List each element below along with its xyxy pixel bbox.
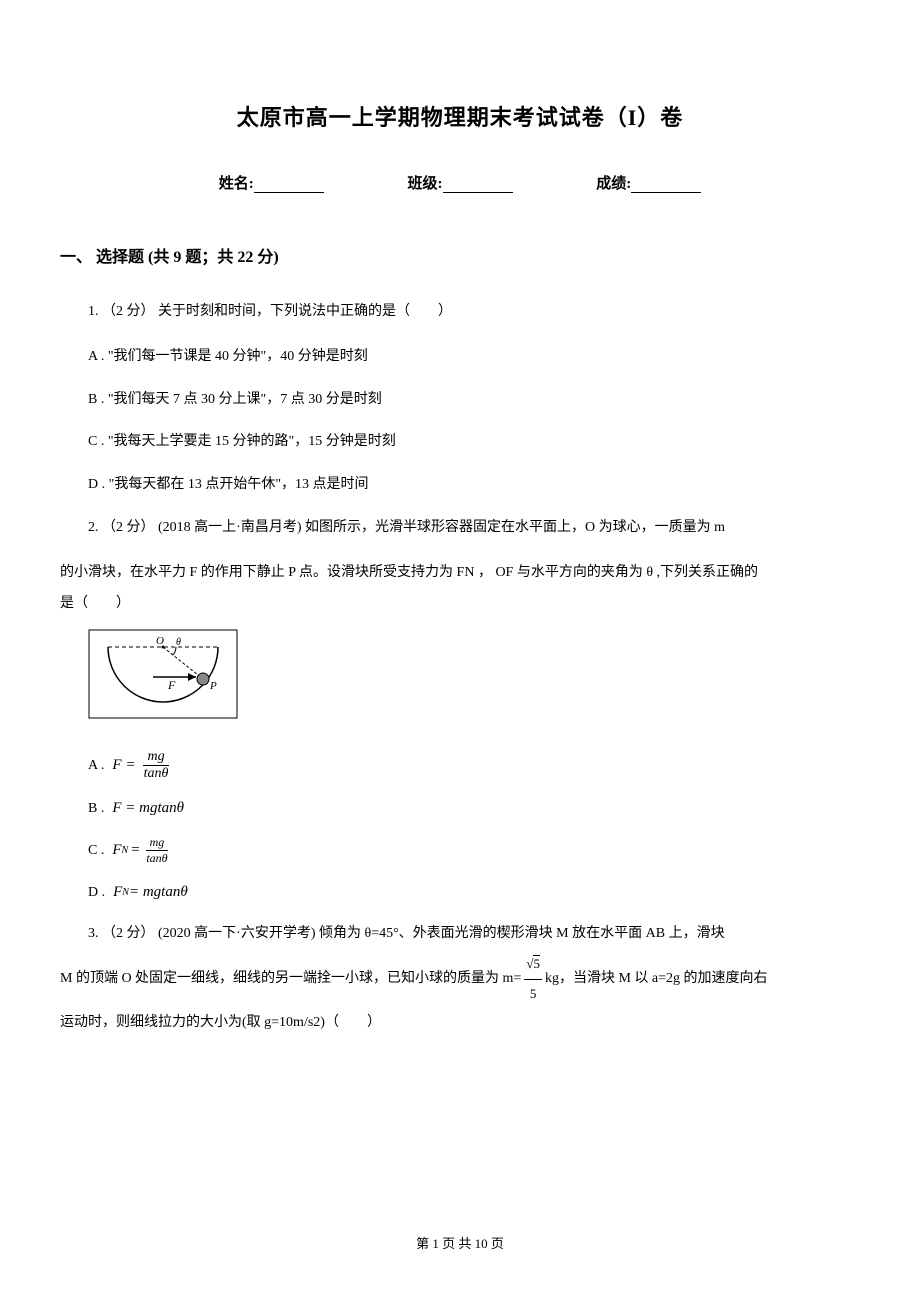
q2-opt-c-label: C . (88, 843, 104, 859)
name-field: 姓名: (219, 172, 324, 193)
name-label: 姓名: (219, 176, 254, 192)
q2-opt-d-fn: F (113, 884, 122, 901)
q3-stem2-part2: kg，当滑块 M 以 a=2g 的加速度向右 (545, 964, 768, 995)
class-blank (443, 177, 513, 193)
name-blank (254, 177, 324, 193)
svg-text:F: F (167, 678, 176, 692)
q2-option-a: A . F = mg tanθ (88, 749, 860, 782)
exam-title: 太原市高一上学期物理期末考试试卷（I）卷 (60, 100, 860, 132)
q3-stem2-part1: M 的顶端 O 处固定一细线，细线的另一端拴一小球，已知小球的质量为 m= (60, 964, 521, 995)
svg-text:θ: θ (176, 637, 181, 648)
q2-option-b: B . F = mgtanθ (88, 800, 860, 817)
q2-opt-a-f: F (112, 757, 121, 774)
q1-stem: 1. （2 分） 关于时刻和时间，下列说法中正确的是（ ） (60, 297, 860, 328)
class-label: 班级: (408, 176, 443, 192)
class-field: 班级: (408, 172, 513, 193)
q3-stem-line1: 3. （2 分） (2020 高一下·六安开学考) 倾角为 θ=45°、外表面光… (60, 919, 860, 950)
q2-opt-c-fn: F (112, 842, 121, 859)
q2-opt-a-label: A . (88, 758, 104, 774)
svg-text:P: P (209, 680, 217, 692)
q2-stem-line2: 的小滑块，在水平力 F 的作用下静止 P 点。设滑块所受支持力为 FN ， OF… (60, 558, 860, 589)
q3-stem-line2: M 的顶端 O 处固定一细线，细线的另一端拴一小球，已知小球的质量为 m= √5… (60, 950, 860, 1008)
q3-mass-num: √5 (524, 950, 542, 980)
q2-option-d: D . FN = mgtanθ (88, 884, 860, 901)
q2-opt-a-den: tanθ (140, 766, 173, 782)
q2-option-c: C . FN = mg tanθ (88, 835, 860, 866)
q2-stem-line1: 2. （2 分） (2018 高一上·南昌月考) 如图所示，光滑半球形容器固定在… (60, 513, 860, 544)
q2-stem-line3: 是（ ） (60, 589, 860, 620)
info-row: 姓名: 班级: 成绩: (60, 172, 860, 193)
q3-mass-fraction: √5 5 (524, 950, 542, 1008)
score-label: 成绩: (596, 176, 631, 192)
score-field: 成绩: (596, 172, 701, 193)
q2-opt-b-formula: F = mgtanθ (112, 800, 184, 817)
q3-mass-den: 5 (528, 980, 539, 1009)
q2-opt-d-n: N (122, 887, 129, 898)
q2-opt-c-eq: = (130, 842, 140, 859)
q1-option-c: C . "我每天上学要走 15 分钟的路"，15 分钟是时刻 (60, 427, 860, 458)
q2-opt-d-rest: = mgtanθ (129, 884, 188, 901)
q2-opt-a-fraction: mg tanθ (140, 749, 173, 782)
q2-opt-c-num: mg (146, 835, 169, 851)
q1-option-a: A . "我们每一节课是 40 分钟"，40 分钟是时刻 (60, 342, 860, 373)
q2-opt-c-fraction: mg tanθ (142, 835, 171, 866)
svg-text:O: O (156, 635, 164, 647)
page-footer: 第 1 页 共 10 页 (0, 1233, 920, 1252)
hemisphere-diagram: O θ F P (88, 629, 238, 719)
q1-option-d: D . "我每天都在 13 点开始午休"，13 点是时间 (60, 470, 860, 501)
section-1-header: 一、 选择题 (共 9 题；共 22 分) (60, 243, 860, 267)
q2-opt-c-n: N (122, 845, 129, 856)
q2-opt-c-den: tanθ (142, 851, 171, 866)
q3-stem-line3: 运动时，则细线拉力的大小为(取 g=10m/s2)（ ） (60, 1008, 860, 1039)
q3-block: 3. （2 分） (2020 高一下·六安开学考) 倾角为 θ=45°、外表面光… (60, 919, 860, 1039)
score-blank (631, 177, 701, 193)
q2-opt-b-label: B . (88, 801, 104, 817)
q2-opt-d-label: D . (88, 885, 105, 901)
q2-diagram: O θ F P (88, 629, 860, 724)
q2-opt-a-num: mg (143, 749, 168, 766)
q1-option-b: B . "我们每天 7 点 30 分上课"，7 点 30 分是时刻 (60, 385, 860, 416)
q2-opt-a-eq: = (126, 757, 136, 774)
